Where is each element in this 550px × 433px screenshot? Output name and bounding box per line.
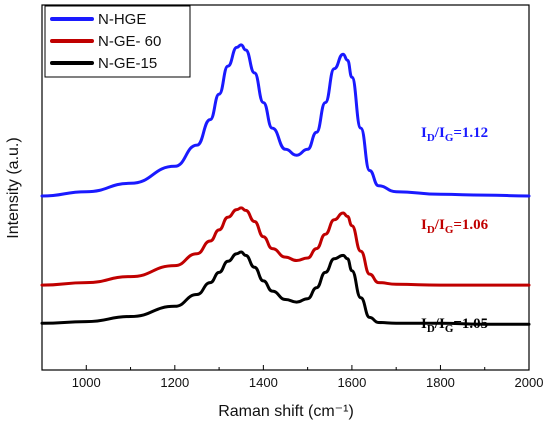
- series-line-1: [40, 43, 531, 198]
- legend-label-2: N-GE- 60: [98, 33, 161, 50]
- x-tick-label: 1400: [249, 375, 278, 390]
- x-tick-label: 1000: [72, 375, 101, 390]
- x-tick-label: 2000: [515, 375, 544, 390]
- ratio-annotation-1: ID/IG=1.12: [421, 125, 488, 144]
- x-axis: 1000 1200 1400 1600 1800 2000: [41, 365, 544, 390]
- annotations: ID/IG=1.12 ID/IG=1.06 ID/IG=1.05: [421, 125, 489, 335]
- series-line-3: [40, 250, 531, 326]
- x-tick-label: 1200: [160, 375, 189, 390]
- x-tick-label: 1600: [337, 375, 366, 390]
- series-layer: [40, 43, 531, 326]
- legend-label-3: N-GE-15: [98, 55, 157, 72]
- ratio-annotation-3: ID/IG=1.05: [421, 316, 488, 335]
- x-tick-label: 1800: [426, 375, 455, 390]
- legend: N-HGE N-GE- 60 N-GE-15: [44, 5, 191, 78]
- plot-frame: [41, 4, 530, 371]
- series-line-2: [40, 206, 531, 287]
- legend-label-1: N-HGE: [98, 11, 146, 28]
- ratio-annotation-2: ID/IG=1.06: [421, 217, 489, 236]
- x-axis-title: Raman shift (cm⁻¹): [218, 403, 354, 420]
- y-axis-title: Intensity (a.u.): [5, 137, 22, 238]
